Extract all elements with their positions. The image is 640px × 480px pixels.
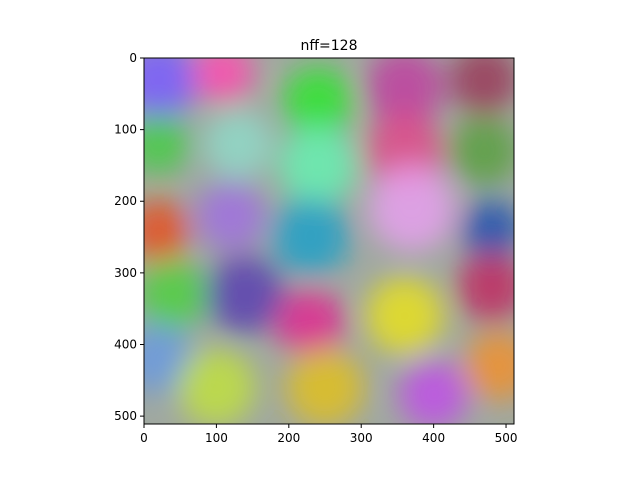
color-blob-24	[464, 331, 514, 401]
color-blob-1	[193, 58, 255, 103]
plot-area	[144, 58, 514, 424]
y-tick-label-4: 400	[114, 337, 137, 351]
color-blob-4	[449, 58, 514, 115]
y-axis: 0 100 200 300 400 500	[114, 51, 144, 423]
color-blob-14	[461, 199, 514, 261]
y-tick-label-0: 0	[129, 51, 137, 65]
color-blob-19	[456, 252, 514, 322]
color-blob-10	[144, 199, 189, 261]
axes-frame	[143, 57, 515, 425]
color-blob-9	[449, 116, 514, 186]
color-blob-22	[285, 348, 365, 424]
color-blob-23	[398, 359, 469, 424]
x-tick-label-3: 300	[350, 431, 373, 445]
y-tick-label-1: 100	[114, 123, 137, 137]
color-blob-11	[196, 180, 266, 251]
color-blob-2	[283, 66, 353, 136]
color-blob-12	[271, 197, 350, 277]
color-blob-17	[275, 288, 346, 358]
color-blob-6	[203, 109, 273, 179]
color-blob-18	[365, 276, 444, 355]
y-tick-label-5: 500	[114, 409, 137, 423]
chart-title: nff=128	[301, 38, 358, 54]
color-blob-21	[177, 348, 256, 424]
color-blob-13	[368, 164, 456, 252]
x-tick-label-5: 500	[495, 431, 518, 445]
color-blob-0	[144, 58, 198, 119]
color-blob-5	[144, 113, 189, 175]
x-tick-label-1: 100	[205, 431, 228, 445]
x-tick-label-0: 0	[140, 431, 148, 445]
y-tick-label-2: 200	[114, 194, 137, 208]
color-blob-15	[144, 259, 208, 330]
y-tick-label-3: 300	[114, 266, 137, 280]
noise-image	[144, 58, 514, 424]
x-tick-label-2: 200	[277, 431, 300, 445]
x-tick-label-4: 400	[422, 431, 445, 445]
color-blob-3	[365, 58, 444, 126]
color-blob-7	[278, 126, 357, 205]
color-blob-16	[206, 255, 285, 334]
x-axis: 0 100 200 300 400 500	[140, 424, 517, 445]
